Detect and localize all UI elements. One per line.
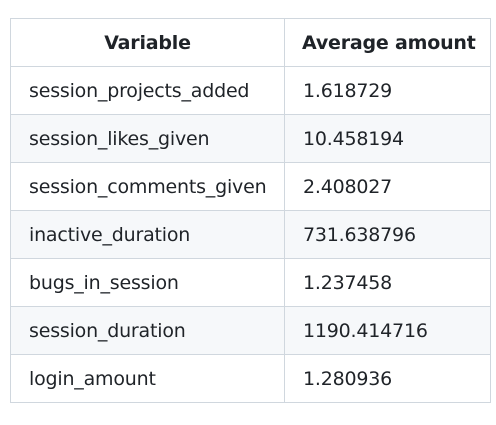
- table-row: bugs_in_session 1.237458: [10, 258, 491, 307]
- header-variable: Variable: [10, 18, 285, 67]
- table-row: session_likes_given 10.458194: [10, 114, 491, 163]
- table-row: session_projects_added 1.618729: [10, 66, 491, 115]
- cell-variable: session_likes_given: [10, 114, 285, 163]
- cell-average-amount: 1.280936: [284, 354, 491, 403]
- cell-average-amount: 1.618729: [284, 66, 491, 115]
- cell-variable: inactive_duration: [10, 210, 285, 259]
- cell-average-amount: 1.237458: [284, 258, 491, 307]
- cell-average-amount: 10.458194: [284, 114, 491, 163]
- table-row: login_amount 1.280936: [10, 354, 491, 403]
- cell-variable: login_amount: [10, 354, 285, 403]
- cell-average-amount: 2.408027: [284, 162, 491, 211]
- cell-variable: session_duration: [10, 306, 285, 355]
- cell-variable: session_projects_added: [10, 66, 285, 115]
- cell-average-amount: 731.638796: [284, 210, 491, 259]
- table-row: inactive_duration 731.638796: [10, 210, 491, 259]
- header-row: Variable Average amount: [10, 18, 491, 67]
- cell-average-amount: 1190.414716: [284, 306, 491, 355]
- table-row: session_duration 1190.414716: [10, 306, 491, 355]
- table-row: session_comments_given 2.408027: [10, 162, 491, 211]
- table-header: Variable Average amount: [10, 18, 491, 67]
- header-average-amount: Average amount: [284, 18, 491, 67]
- table-body: session_projects_added 1.618729 session_…: [10, 66, 491, 403]
- cell-variable: bugs_in_session: [10, 258, 285, 307]
- cell-variable: session_comments_given: [10, 162, 285, 211]
- data-table-container: Variable Average amount session_projects…: [10, 18, 491, 403]
- average-amount-table: Variable Average amount session_projects…: [10, 18, 491, 403]
